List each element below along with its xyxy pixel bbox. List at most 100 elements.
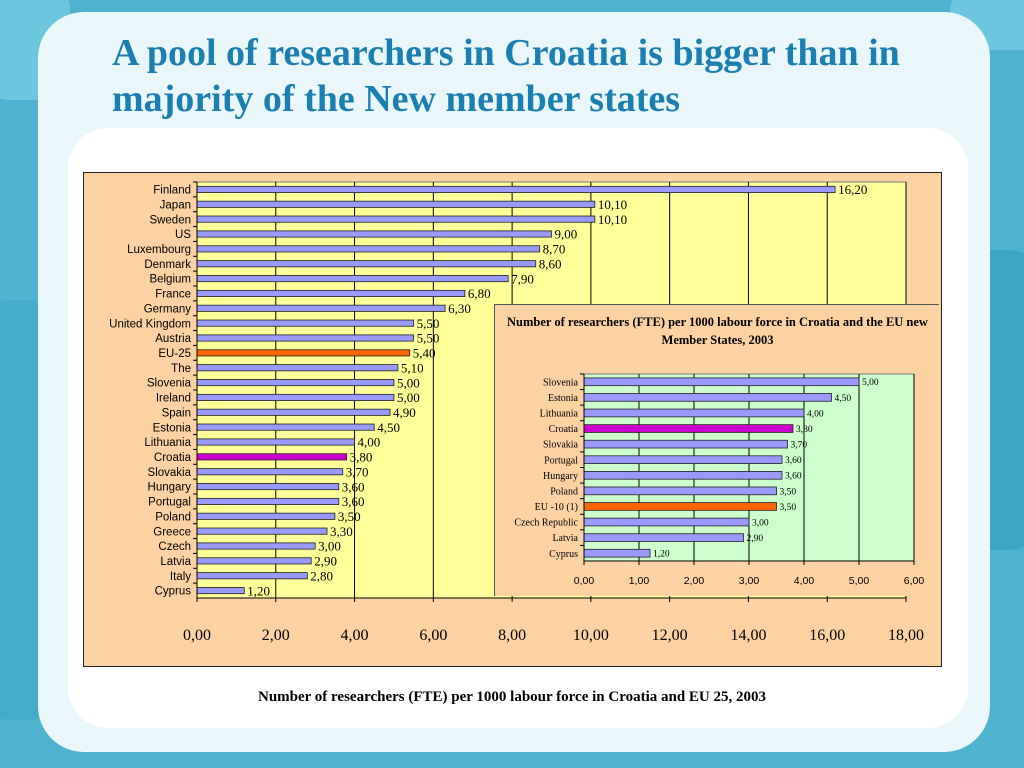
main-value-label: 3,60 (342, 494, 365, 509)
main-category-label: Slovakia (148, 467, 192, 479)
main-value-label: 7,90 (511, 271, 534, 286)
inset-x-tick-label: 6,00 (904, 575, 925, 587)
inset-bar (583, 548, 651, 558)
inset-bar (583, 408, 805, 418)
inset-category-label: Hungary (543, 471, 578, 482)
inset-bar (583, 424, 794, 433)
main-bar (196, 438, 355, 446)
main-category-label: EU-25 (158, 348, 191, 360)
inset-value-label: 5,00 (862, 378, 879, 388)
main-bar (196, 319, 415, 327)
inset-x-tick-label: 2,00 (684, 575, 705, 587)
main-category-label: Luxembourg (127, 244, 191, 256)
main-value-label: 2,80 (310, 568, 333, 583)
main-value-label: 3,00 (318, 539, 341, 554)
inset-value-label: 4,00 (807, 409, 824, 419)
main-bar (196, 185, 836, 193)
main-bar (196, 393, 395, 401)
main-x-tick-label: 14,00 (730, 627, 766, 644)
inset-value-label: 1,20 (653, 550, 670, 560)
main-bar (196, 260, 537, 268)
main-value-label: 6,30 (448, 301, 471, 316)
inset-bar (583, 517, 750, 527)
main-bar (196, 245, 541, 253)
main-value-label: 3,80 (350, 450, 373, 465)
main-value-label: 5,50 (417, 331, 440, 346)
main-x-tick-label: 6,00 (419, 627, 447, 644)
main-category-label: The (171, 363, 191, 375)
main-category-label: Italy (170, 571, 191, 583)
inset-x-tick-label: 3,00 (739, 575, 760, 587)
main-category-label: Estonia (153, 422, 192, 434)
main-bar (196, 304, 446, 312)
inset-value-label: 3,00 (752, 518, 769, 528)
main-category-label: Latvia (160, 556, 191, 568)
inset-bar (583, 533, 744, 542)
inset-chart-title: Number of researchers (FTE) per 1000 lab… (507, 315, 928, 347)
main-x-tick-label: 4,00 (341, 627, 369, 644)
inset-x-tick-label: 1,00 (629, 575, 650, 587)
main-category-label: Spain (162, 407, 191, 419)
main-value-label: 2,90 (314, 554, 337, 569)
main-value-label: 5,10 (401, 360, 424, 375)
main-bar (196, 215, 596, 223)
main-value-label: 10,10 (598, 197, 627, 212)
main-value-label: 4,00 (358, 435, 381, 450)
inset-bar (583, 455, 783, 465)
main-value-label: 8,70 (543, 242, 566, 257)
main-bar (196, 289, 466, 297)
main-bar (196, 349, 411, 357)
main-bar (196, 512, 336, 520)
main-category-label: United Kingdom (109, 318, 191, 330)
inset-category-label: Latvia (552, 533, 578, 544)
main-category-label: Czech (158, 541, 191, 553)
inset-category-label: Slovakia (543, 440, 579, 451)
inset-category-label: Poland (550, 486, 578, 497)
main-x-tick-label: 2,00 (262, 627, 290, 644)
main-category-label: Hungary (148, 482, 192, 494)
main-category-label: Greece (153, 526, 191, 538)
main-category-label: Germany (144, 303, 192, 315)
main-category-label: Denmark (144, 259, 191, 271)
main-bar (196, 497, 340, 505)
main-bar (196, 468, 344, 476)
main-category-label: Slovenia (147, 378, 192, 390)
inset-value-label: 3,50 (780, 503, 797, 513)
main-category-label: Sweden (149, 214, 191, 226)
main-category-label: Portugal (148, 497, 191, 509)
main-category-label: Belgium (149, 274, 191, 286)
main-category-label: US (175, 229, 191, 241)
inset-x-tick-label: 5,00 (849, 575, 870, 587)
inset-bar (583, 377, 860, 387)
inset-bar (583, 439, 788, 449)
main-x-tick-label: 16,00 (809, 627, 845, 644)
main-value-label: 8,60 (539, 256, 562, 271)
main-bar (196, 200, 596, 208)
main-value-label: 3,30 (330, 524, 353, 539)
main-bar (196, 275, 509, 283)
inset-category-label: Czech Republic (514, 518, 578, 529)
inset-category-label: Cyprus (549, 549, 578, 560)
main-x-tick-label: 12,00 (652, 627, 688, 644)
inset-value-label: 3,60 (785, 472, 802, 482)
main-category-label: Austria (155, 333, 191, 345)
main-x-tick-label: 18,00 (888, 627, 924, 644)
main-value-label: 3,70 (346, 464, 369, 479)
main-bar (196, 542, 316, 550)
inset-value-label: 2,90 (747, 534, 764, 544)
main-value-label: 3,50 (338, 509, 361, 524)
main-category-label: Cyprus (155, 586, 192, 598)
main-category-label: Ireland (156, 393, 191, 405)
inset-chart: Number of researchers (FTE) per 1000 lab… (494, 304, 939, 596)
inset-value-label: 3,50 (780, 487, 797, 497)
main-value-label: 3,60 (342, 479, 365, 494)
inset-value-label: 3,60 (785, 456, 802, 466)
main-category-label: France (155, 289, 191, 301)
inset-category-label: Slovenia (543, 377, 579, 388)
main-bar (196, 230, 552, 238)
inset-x-tick-label: 0,00 (574, 575, 595, 587)
main-value-label: 4,90 (393, 405, 416, 420)
inset-chart-svg: 0,00 1,00 2,00 3,00 4,00 5,00 6,00 Slovenia 5,00… (514, 373, 925, 587)
inset-value-label: 4,50 (835, 394, 852, 404)
inset-category-label: Croatia (549, 424, 579, 435)
